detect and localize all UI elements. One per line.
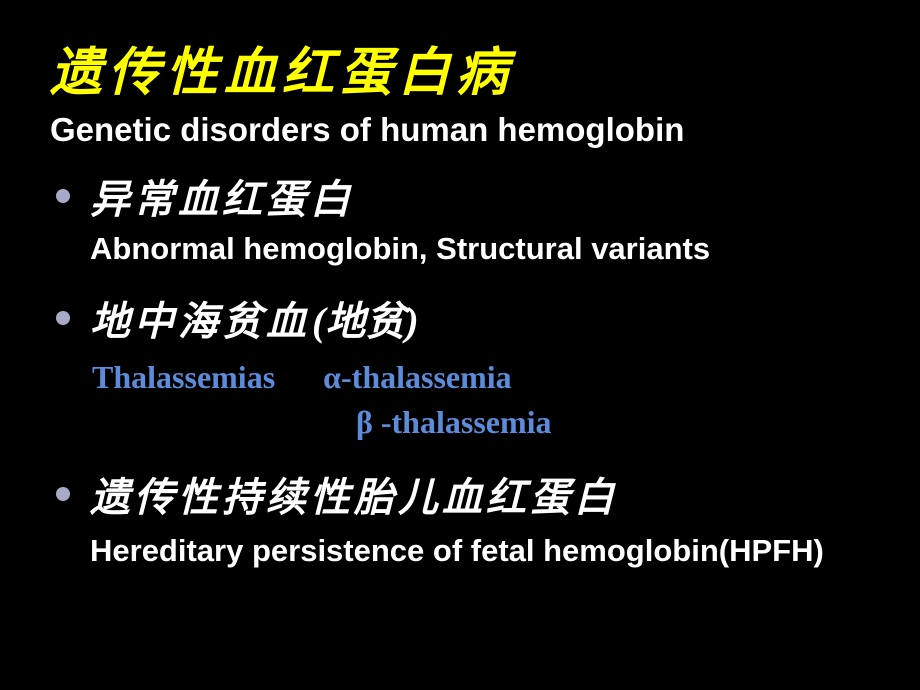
slide-container: 遗传性血红蛋白病 Genetic disorders of human hemo… bbox=[0, 0, 920, 690]
title-chinese: 遗传性血红蛋白病 bbox=[50, 30, 880, 105]
item2-chinese: 地中海贫血(地贫) bbox=[90, 289, 419, 347]
item3-english: Hereditary persistence of fetal hemoglob… bbox=[90, 533, 880, 569]
thalassemia-line1: Thalassemias α-thalassemia bbox=[92, 355, 880, 400]
bullet-icon bbox=[56, 487, 70, 501]
thalassemia-line2: β -thalassemia bbox=[356, 400, 880, 445]
item3-chinese: 遗传性持续性胎儿血红蛋白 bbox=[90, 465, 618, 523]
list-item: 地中海贫血(地贫) bbox=[50, 289, 880, 347]
item2-cn-suffix: (地贫) bbox=[312, 299, 419, 344]
item1-english: Abnormal hemoglobin, Structural variants bbox=[90, 231, 880, 267]
thal-label: Thalassemias bbox=[92, 359, 275, 395]
list-item: 遗传性持续性胎儿血红蛋白 bbox=[50, 465, 880, 523]
list-item: 异常血红蛋白 bbox=[50, 167, 880, 225]
bullet-icon bbox=[56, 189, 70, 203]
item1-chinese: 异常血红蛋白 bbox=[90, 167, 354, 225]
subtitle-english: Genetic disorders of human hemoglobin bbox=[50, 111, 880, 149]
item2-cn-main: 地中海贫血 bbox=[90, 299, 310, 344]
thal-alpha: α-thalassemia bbox=[323, 359, 512, 395]
bullet-icon bbox=[56, 311, 70, 325]
